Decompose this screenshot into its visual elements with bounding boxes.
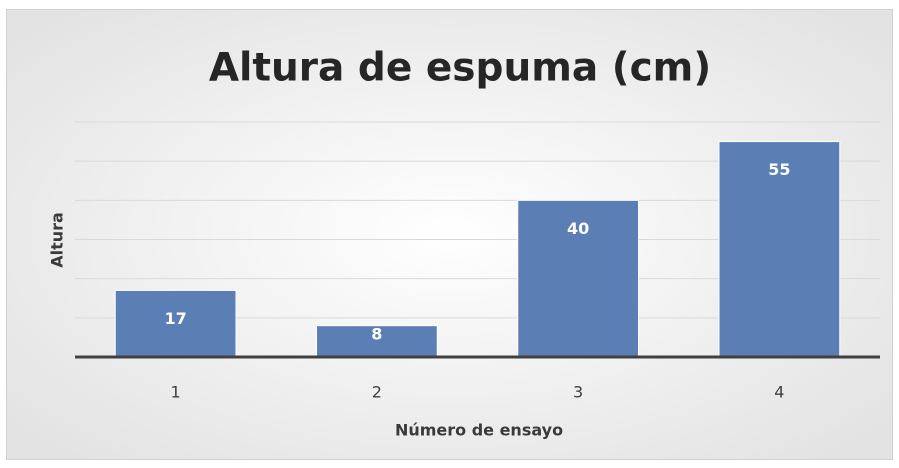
x-tick-label: 1: [171, 383, 181, 402]
chart-title: Altura de espuma (cm): [209, 46, 711, 91]
data-label: 55: [768, 160, 790, 179]
x-tick-label: 4: [774, 383, 784, 402]
x-axis-label: Número de ensayo: [395, 421, 563, 440]
data-label: 8: [371, 325, 382, 344]
bar: [114, 289, 237, 358]
bars: 17 8 40 55: [114, 141, 841, 358]
data-label: 17: [164, 309, 186, 328]
x-tick-label: 3: [573, 383, 583, 402]
data-label: 40: [567, 219, 589, 238]
y-axis-label: Altura: [48, 212, 67, 268]
bar: [718, 141, 841, 358]
x-tick-label: 2: [372, 383, 382, 402]
